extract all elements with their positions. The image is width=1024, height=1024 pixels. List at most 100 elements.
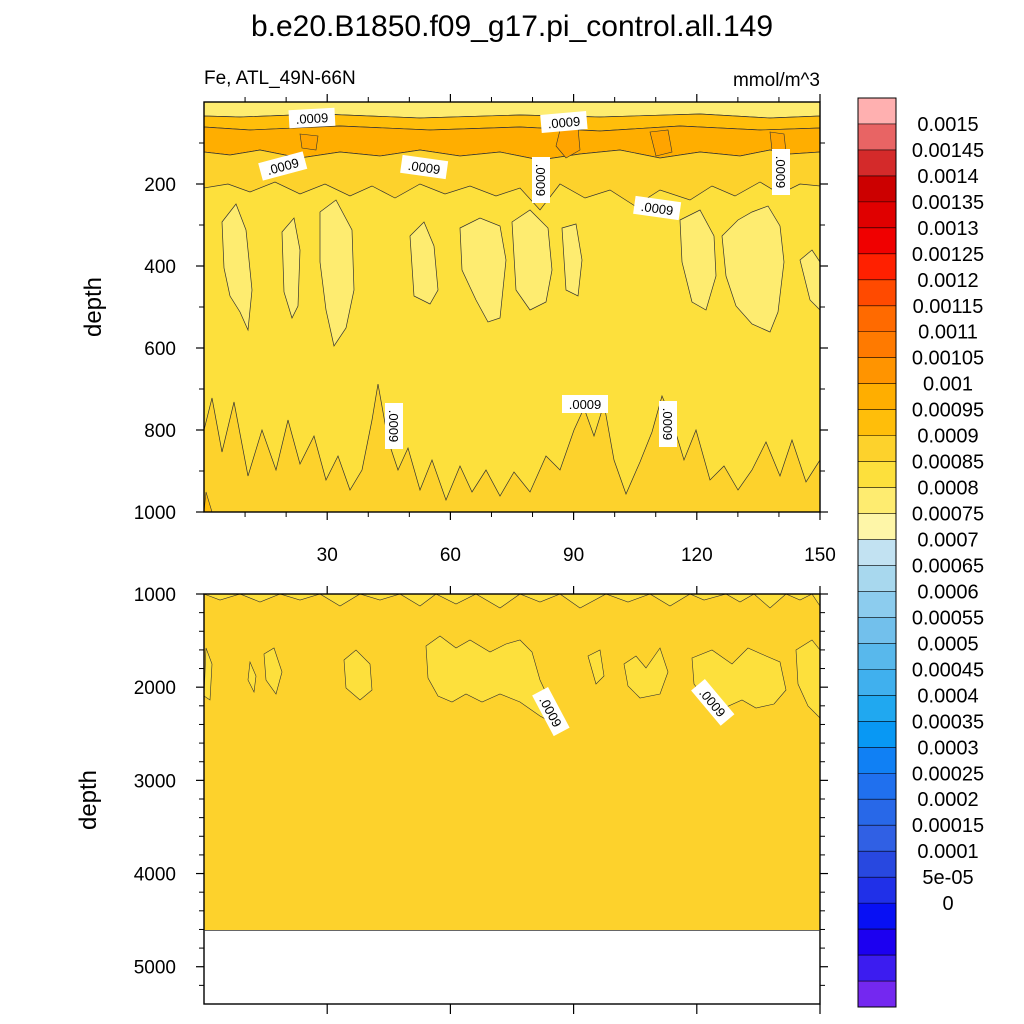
lens-0008 <box>561 223 583 297</box>
colorbar-label: 0.0009 <box>917 426 978 448</box>
colorbar-swatch <box>858 201 896 229</box>
contour-label-box <box>633 195 682 221</box>
y-tick-label: 4000 <box>134 865 176 886</box>
lens-0008 <box>221 203 253 332</box>
lens-0008 <box>459 217 507 323</box>
x-tick-label: 90 <box>563 545 584 566</box>
colorbar-label: 0.00025 <box>912 763 984 785</box>
contour-label-box <box>772 149 790 195</box>
colorbar-swatch <box>858 825 896 852</box>
colorbar-label: 0.00055 <box>912 607 984 629</box>
colorbar-swatch <box>858 955 896 982</box>
contour-label: .0009 <box>772 149 790 195</box>
lens-0008 <box>721 205 785 333</box>
variable-label: Fe, ATL_49N-66N <box>204 68 356 89</box>
contour-label-text: .0009 <box>295 110 328 127</box>
y-tick-label: 800 <box>144 421 176 442</box>
colorbar-label: 0.0013 <box>917 218 978 240</box>
colorbar-swatch <box>858 747 896 774</box>
colorbar-swatch <box>858 877 896 904</box>
colorbar-label: 0 <box>942 893 953 915</box>
colorbar-swatch <box>858 617 896 644</box>
x-tick-label: 150 <box>804 545 836 566</box>
contour-label-box <box>691 678 735 726</box>
y-tick-label: 600 <box>144 339 176 360</box>
colorbar-label: 0.00015 <box>912 815 984 837</box>
colorbar-label: 0.0004 <box>917 685 978 707</box>
lower-lens-0085 <box>587 649 605 685</box>
contour-label-text: .0009 <box>640 199 674 218</box>
contour-label: .0009 <box>400 154 449 180</box>
colorbar-swatch <box>858 903 896 930</box>
colorbar-frame <box>857 97 897 1008</box>
colorbar-swatch <box>858 253 896 281</box>
subsurface-patch <box>299 133 319 151</box>
contour-label-box <box>659 401 677 447</box>
colorbar-label: 0.00075 <box>912 504 984 526</box>
colorbar-swatch <box>858 539 896 566</box>
y-tick-label: 1000 <box>134 585 176 606</box>
colorbar-swatch <box>858 123 896 151</box>
y-tick-label: 3000 <box>134 771 176 792</box>
contour-label-text: .0009 <box>407 158 441 177</box>
colorbar-swatch <box>858 409 896 437</box>
colorbar-swatch <box>858 435 896 463</box>
contour-label: .0009 <box>633 195 682 221</box>
colorbar-label: 0.0015 <box>917 114 978 136</box>
y-tick-label: 200 <box>144 175 176 196</box>
lower-lens-0085 <box>247 660 257 694</box>
colorbar-label: 0.00065 <box>912 555 984 577</box>
colorbar-label: 0.00045 <box>912 659 984 681</box>
colorbar-label: 0.0007 <box>917 530 978 552</box>
contour-label: .0009 <box>385 403 403 449</box>
colorbar-swatch <box>858 773 896 800</box>
colorbar-swatch <box>858 383 896 411</box>
colorbar-swatch <box>858 461 896 489</box>
colorbar-label: 0.0006 <box>917 581 978 603</box>
lens-0008 <box>319 199 355 347</box>
lens-0008 <box>281 217 301 319</box>
contour-label-text: .0009 <box>386 410 401 443</box>
contour-label-box <box>562 395 608 413</box>
colorbar-swatch <box>858 149 896 177</box>
colorbar-swatch <box>858 929 896 956</box>
colorbar-swatch <box>858 695 896 722</box>
colorbar-label: 0.00095 <box>912 400 984 422</box>
colorbar-label: 0.00125 <box>912 244 984 266</box>
contour-label-text: .0009 <box>547 114 581 132</box>
y-tick-label: 400 <box>144 257 176 278</box>
x-tick-label: 60 <box>440 545 461 566</box>
contour-label-text: .0009 <box>533 164 548 197</box>
y-tick-label: 1000 <box>134 503 176 524</box>
chart-title: b.e20.B1850.f09_g17.pi_control.all.149 <box>251 10 773 43</box>
contour-label: .0009 <box>288 107 336 129</box>
colorbar-swatch <box>858 279 896 307</box>
colorbar-swatch <box>858 357 896 385</box>
units-label: mmol/m^3 <box>733 70 820 91</box>
x-tick-label: 30 <box>317 545 338 566</box>
colorbar-label: 0.00115 <box>913 296 984 318</box>
contour-label: .0009 <box>532 157 550 203</box>
contour-label-box <box>258 151 308 181</box>
colorbar-label: 0.0008 <box>917 478 978 500</box>
contour-label: .0009 <box>659 401 677 447</box>
axes: 200 400 600 800 1000 30 60 90 120 150 depth 1000 200… <box>75 94 836 1014</box>
contour-label-text: .0009 <box>660 408 675 441</box>
colorbar-label: 0.0011 <box>918 322 978 344</box>
lens-0008 <box>679 209 717 311</box>
colorbar-swatch <box>858 513 896 541</box>
colorbar-label: 5e-05 <box>922 867 973 889</box>
colorbar-label: 0.0003 <box>917 737 978 759</box>
contour-label-box <box>532 686 570 737</box>
lens-0008 <box>409 221 439 305</box>
colorbar-swatch <box>858 227 896 255</box>
lower-surface-fringe <box>203 593 821 609</box>
y-tick-label: 2000 <box>134 678 176 699</box>
contour-label-text: .0009 <box>569 397 602 412</box>
contour-label-box <box>385 403 403 449</box>
subsurface-band-0009 <box>203 149 821 211</box>
colorbar-label: 0.00145 <box>912 140 984 162</box>
lens-0008 <box>511 209 553 311</box>
colorbar-label: 0.00035 <box>912 711 984 733</box>
